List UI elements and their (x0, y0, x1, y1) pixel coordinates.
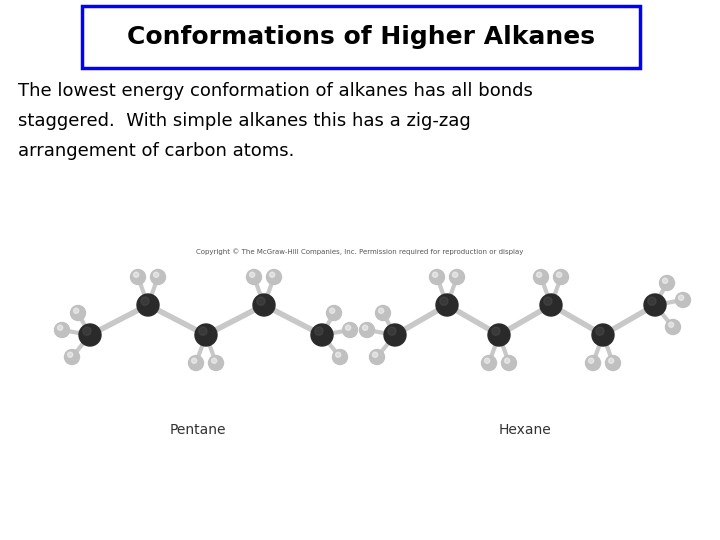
Circle shape (557, 272, 562, 278)
Circle shape (209, 355, 223, 370)
Circle shape (326, 306, 341, 321)
Circle shape (192, 358, 197, 363)
Circle shape (644, 294, 666, 316)
Circle shape (336, 352, 341, 357)
Circle shape (372, 352, 378, 357)
Circle shape (678, 295, 684, 300)
Circle shape (544, 297, 552, 305)
Circle shape (140, 297, 149, 305)
Circle shape (330, 308, 335, 313)
Circle shape (130, 269, 145, 285)
Circle shape (388, 327, 396, 335)
Text: Copyright © The McGraw-Hill Companies, Inc. Permission required for reproduction: Copyright © The McGraw-Hill Companies, I… (197, 248, 523, 255)
Circle shape (257, 297, 265, 305)
Text: Hexane: Hexane (499, 423, 552, 437)
Circle shape (362, 325, 368, 330)
FancyBboxPatch shape (82, 6, 640, 68)
Circle shape (376, 306, 390, 321)
Circle shape (83, 327, 91, 335)
Circle shape (665, 320, 680, 334)
Circle shape (212, 358, 217, 363)
Circle shape (433, 272, 438, 278)
Circle shape (379, 308, 384, 313)
Circle shape (246, 269, 261, 285)
Circle shape (588, 358, 594, 363)
Circle shape (79, 324, 101, 346)
Circle shape (71, 306, 86, 321)
Circle shape (266, 269, 282, 285)
Circle shape (333, 349, 348, 364)
Circle shape (153, 272, 158, 278)
Circle shape (346, 325, 351, 330)
Circle shape (195, 324, 217, 346)
Circle shape (488, 324, 510, 346)
Circle shape (58, 325, 63, 330)
Circle shape (485, 358, 490, 363)
Circle shape (315, 327, 323, 335)
Circle shape (540, 294, 562, 316)
Circle shape (595, 327, 604, 335)
Circle shape (253, 294, 275, 316)
Circle shape (150, 269, 166, 285)
Circle shape (250, 272, 255, 278)
Circle shape (440, 297, 448, 305)
Circle shape (133, 272, 139, 278)
Circle shape (343, 322, 358, 338)
Circle shape (452, 272, 458, 278)
Circle shape (648, 297, 656, 305)
Circle shape (384, 324, 406, 346)
Text: Conformations of Higher Alkanes: Conformations of Higher Alkanes (127, 25, 595, 49)
Circle shape (65, 349, 79, 364)
Circle shape (269, 272, 275, 278)
Circle shape (505, 358, 510, 363)
Circle shape (502, 355, 516, 370)
Circle shape (137, 294, 159, 316)
Text: arrangement of carbon atoms.: arrangement of carbon atoms. (18, 142, 294, 160)
Circle shape (73, 308, 78, 313)
Circle shape (436, 294, 458, 316)
Circle shape (199, 327, 207, 335)
Text: staggered.  With simple alkanes this has a zig-zag: staggered. With simple alkanes this has … (18, 112, 471, 130)
Circle shape (430, 269, 444, 285)
Circle shape (359, 322, 374, 338)
Circle shape (492, 327, 500, 335)
Circle shape (660, 275, 675, 291)
Circle shape (68, 352, 73, 357)
Circle shape (585, 355, 600, 370)
Circle shape (668, 322, 674, 327)
Circle shape (482, 355, 497, 370)
Circle shape (369, 349, 384, 364)
Circle shape (536, 272, 541, 278)
Circle shape (662, 278, 667, 284)
Circle shape (449, 269, 464, 285)
Circle shape (675, 293, 690, 307)
Circle shape (554, 269, 569, 285)
Circle shape (534, 269, 549, 285)
Circle shape (608, 358, 613, 363)
Circle shape (592, 324, 614, 346)
Circle shape (311, 324, 333, 346)
Text: Pentane: Pentane (170, 423, 226, 437)
Circle shape (606, 355, 621, 370)
Circle shape (189, 355, 204, 370)
Text: The lowest energy conformation of alkanes has all bonds: The lowest energy conformation of alkane… (18, 82, 533, 100)
Circle shape (55, 322, 70, 338)
